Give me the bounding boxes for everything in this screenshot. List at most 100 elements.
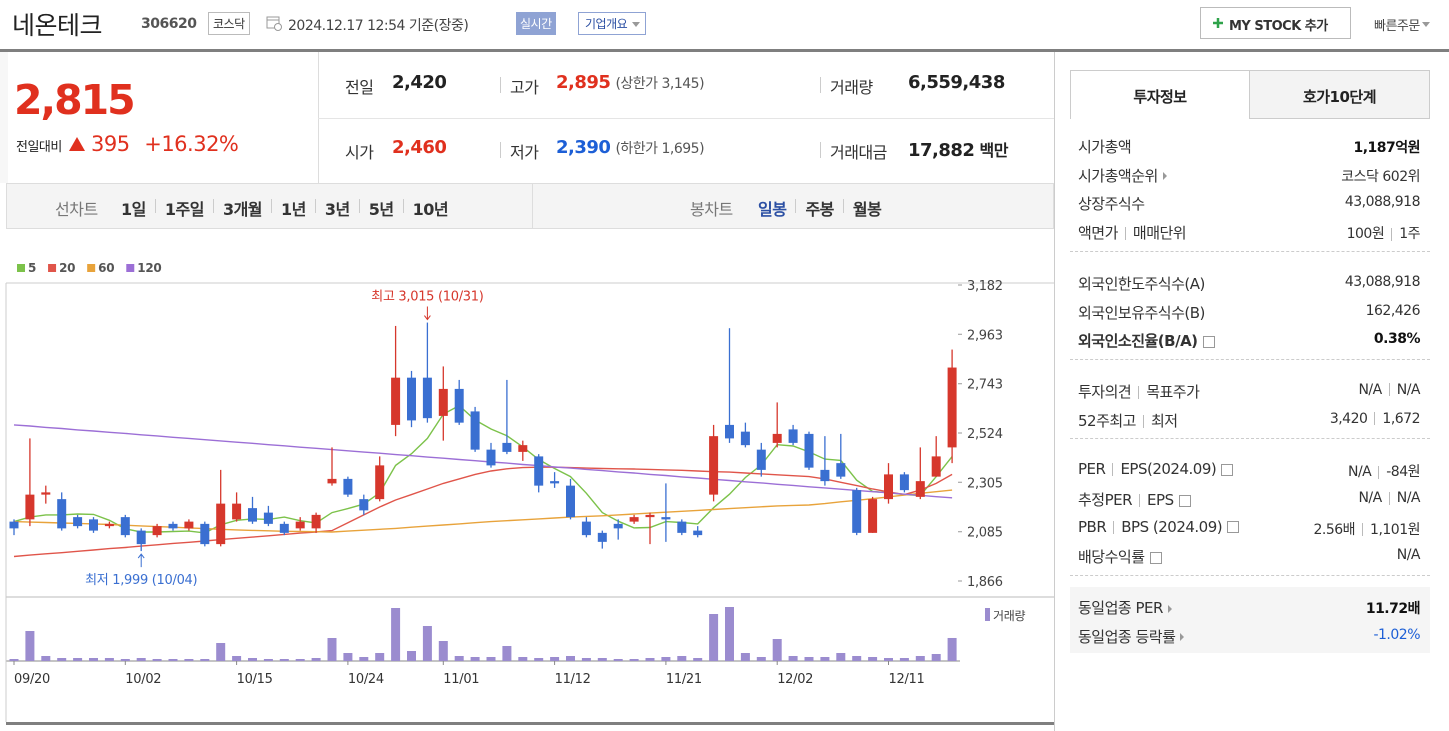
info-tab[interactable]: 투자정보 [1070,70,1250,119]
period-tab[interactable]: 10년 [412,200,449,219]
candle-period-tab[interactable]: 월봉 [852,200,882,219]
quick-order[interactable]: 빠른주문 [1374,15,1430,34]
info-tab[interactable]: 호가10단계 [1250,70,1430,119]
volume-bar [581,658,591,661]
volume-bar [359,657,369,661]
plus-icon [1213,18,1223,28]
value-part: N/A [1358,490,1382,506]
volume-bar [184,659,194,661]
label-part: 배당수익률 [1078,548,1145,567]
tab-bar [6,183,1054,229]
value-part: 11.72배 [1365,601,1421,618]
realtime-button[interactable]: 실시간 [516,12,556,35]
field-separator [500,142,501,158]
legend-label: 120 [137,261,161,275]
ma-line [13,424,953,499]
candle-body [534,456,544,486]
period-tab[interactable]: 5년 [368,200,394,219]
info-value: 2.56배 1,101원 [1313,519,1420,539]
volume-bar [629,659,639,661]
info-label: 시가총액 [1078,136,1132,157]
candle-period-tab[interactable]: 일봉 [758,200,787,219]
info-tab-rule [1250,118,1430,119]
volume-bar [804,657,814,661]
field-value-group: 17,882 백만 [908,137,1008,161]
help-icon[interactable] [1178,494,1191,507]
label-separator [1124,227,1126,241]
mystock-button[interactable]: MY STOCK 추가 [1200,7,1351,39]
volume-bar [327,638,337,661]
x-tick-label: 11/01 [443,672,479,687]
candle-body [820,469,830,482]
volume-bar [788,656,798,661]
volume-bar [550,657,560,661]
info-label: 상장주식수 [1078,193,1145,214]
period-tab[interactable]: 3년 [324,200,350,219]
period-tab[interactable]: 1주일 [164,200,205,219]
period-tab[interactable]: 1년 [281,200,306,219]
candle-body [740,431,750,446]
label-part: EPS(2024.09) [1120,460,1217,479]
field-value-group: 2,390 (하한가 1,695) [556,137,705,158]
candle-body [343,478,353,495]
help-icon[interactable] [1149,551,1162,564]
volume-bar [836,653,846,661]
volume-bar [852,656,862,661]
value-separator [1388,383,1390,397]
volume-bar [645,658,655,661]
info-label: 동일업종 등락률 [1078,626,1185,647]
label-part: PER [1078,460,1106,479]
label-part: 최저 [1151,411,1178,430]
calendar-icon [266,16,282,31]
period-tab[interactable]: 3개월 [222,200,263,219]
volume-bar [931,654,941,661]
info-value: N/A N/A [1358,382,1420,398]
y-tick-label: 2,085 [967,526,1003,541]
info-value: 코스닥 602위 [1341,166,1420,186]
candle-body [645,514,655,518]
volume-bar [343,653,353,661]
field-value: 2,390 [556,137,611,158]
change-row: 전일대비 395 +16.32% [16,132,239,156]
volume-bar [57,658,67,661]
legend-swatch [126,264,135,272]
candle-body [279,523,289,533]
label-separator [1113,520,1115,534]
label-part: 목표주가 [1146,382,1200,401]
info-value: N/A -84원 [1348,461,1421,481]
help-icon[interactable] [1221,463,1234,476]
label-part: 액면가 [1078,224,1118,243]
volume-bar [566,656,575,661]
candle-period-tab[interactable]: 주봉 [805,200,834,219]
volume-bar [263,659,273,661]
volume-bar [73,658,83,661]
x-tick-label: 10/15 [237,672,273,687]
value-part: 100원 [1346,226,1385,243]
candle-body [756,449,766,470]
help-icon[interactable] [1202,335,1215,348]
volume-bar [216,643,226,661]
candle-body [693,530,703,536]
legend-swatch [17,264,25,272]
label-part: BPS (2024.09) [1121,517,1223,536]
line-chart-label: 선차트 [55,200,98,219]
info-label: PER EPS(2024.09) [1078,460,1234,479]
tab-separator [154,199,156,213]
field-value: 2,420 [392,72,447,93]
candle-body [168,523,178,529]
candle-body [772,433,782,443]
period-tab[interactable]: 1일 [121,200,146,219]
volume-bar [613,659,623,661]
candle-body [677,521,687,533]
volume-bar [709,614,719,661]
field-value-group: 2,895 (상한가 3,145) [556,72,705,93]
legend-label: 60 [98,261,114,275]
info-label: 52주최고 최저 [1078,410,1178,431]
candle-body [104,523,114,527]
help-icon[interactable] [1227,521,1240,534]
field-label: 거래량 [830,78,873,97]
overview-dropdown[interactable]: 기업개요 [578,12,647,35]
info-value: 3,420 1,672 [1330,411,1421,427]
stock-code: 306620 [141,16,197,32]
candle-body [25,494,35,520]
